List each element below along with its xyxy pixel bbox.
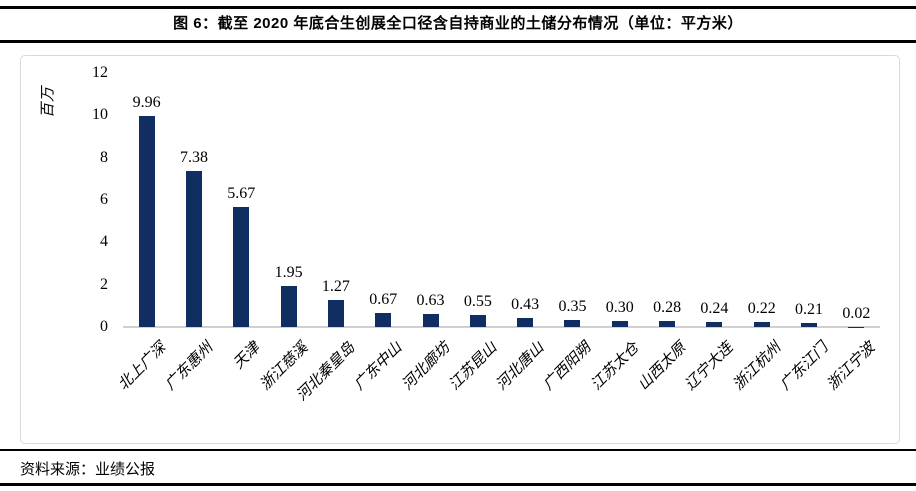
source-note: 资料来源：业绩公报: [20, 461, 156, 478]
bar-value-label: 0.63: [416, 291, 445, 309]
bar-value-label: 0.30: [605, 298, 634, 316]
bar-value-label: 0.22: [747, 300, 776, 318]
bar-河北秦皇岛: [327, 300, 344, 327]
y-axis-tick-label: 2: [100, 275, 108, 293]
bar-天津: [233, 206, 250, 327]
bar-value-label: 9.96: [132, 94, 161, 112]
y-axis-tick-label: 6: [100, 191, 108, 208]
bar-value-label: 1.95: [274, 263, 303, 281]
bar-广西阳朔: [564, 319, 581, 327]
bar-广东江门: [801, 322, 818, 327]
bar-江苏昆山: [469, 315, 486, 327]
bar-value-label: 7.38: [179, 148, 208, 166]
figure-title: 图 6：截至 2020 年底合生创展全口径含自持商业的土储分布情况（单位：平方米…: [173, 15, 743, 32]
bar-广东惠州: [185, 170, 202, 327]
top-rule: [0, 6, 916, 9]
bottom-rule: [0, 483, 916, 486]
bar-北上广深: [138, 116, 155, 327]
bar-江苏太仓: [611, 320, 628, 327]
y-axis-unit-label: 百万: [40, 85, 57, 119]
title-bottom-rule: [0, 40, 916, 43]
bar-value-label: 0.28: [653, 299, 682, 317]
chart-frame: [20, 55, 900, 444]
bar-value-label: 0.21: [795, 300, 824, 318]
y-axis-tick-label: 12: [92, 64, 108, 81]
bar-value-label: 0.35: [558, 297, 587, 315]
bar-辽宁大连: [706, 321, 723, 327]
bar-value-label: 1.27: [321, 278, 350, 296]
source-top-rule: [0, 449, 916, 451]
bar-河北廊坊: [422, 313, 439, 327]
bar-山西太原: [659, 321, 676, 327]
bar-value-label: 0.43: [511, 295, 540, 313]
bar-value-label: 0.02: [842, 304, 871, 322]
bar-河北唐山: [517, 317, 534, 327]
bar-value-label: 0.55: [463, 293, 492, 311]
y-axis-tick-label: 8: [100, 148, 108, 166]
bar-value-label: 0.67: [369, 290, 398, 308]
y-axis-tick-label: 0: [100, 318, 108, 335]
x-axis-line: [123, 326, 880, 328]
y-axis-tick-label: 10: [92, 106, 108, 124]
bar-value-label: 5.67: [227, 184, 256, 202]
bar-广东中山: [375, 312, 392, 327]
bar-浙江慈溪: [280, 285, 297, 327]
bar-value-label: 0.24: [700, 299, 729, 317]
bar-浙江杭州: [753, 322, 770, 327]
y-axis-tick-label: 4: [100, 233, 108, 251]
